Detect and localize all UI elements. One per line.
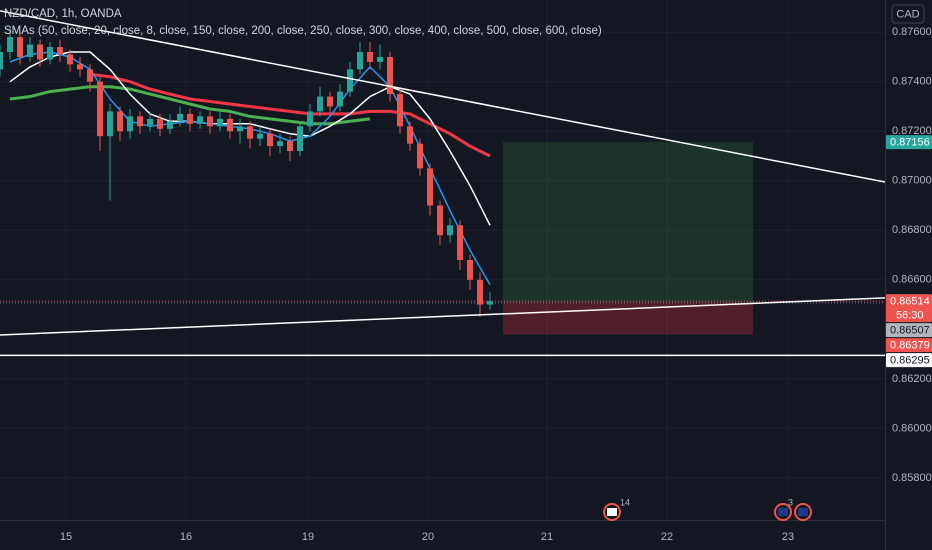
candle-body [227, 118, 233, 132]
plot-area [0, 0, 885, 520]
trendline [0, 297, 885, 336]
candle-body [487, 301, 493, 305]
candle-body [77, 64, 83, 70]
candle-body [127, 116, 133, 132]
candle-body [337, 91, 343, 107]
candle-body [387, 56, 393, 95]
y-tick-label: 0.85800 [892, 472, 932, 484]
event-marker[interactable]: 14 [603, 497, 630, 521]
candle-body [377, 56, 383, 62]
candle-body [357, 52, 363, 70]
x-tick-label: 15 [60, 531, 72, 543]
candle-body [17, 37, 23, 57]
candle-body [237, 126, 243, 132]
countdown: 56:30 [896, 310, 924, 322]
event-count: 3 [788, 497, 793, 507]
candle-body [47, 47, 53, 60]
x-tick-label: 21 [541, 531, 553, 543]
candle-body [147, 118, 153, 127]
price-tag-label: 0.87156 [890, 137, 930, 149]
event-marker[interactable]: 3 [774, 497, 812, 521]
price-tag-label: 0.86295 [890, 355, 930, 367]
candle-body [327, 96, 333, 107]
y-tick-label: 0.86000 [892, 422, 932, 434]
currency-label[interactable]: CAD [896, 8, 919, 20]
candle-body [97, 81, 103, 137]
price-tag [886, 338, 932, 353]
y-tick-label: 0.86800 [892, 224, 932, 236]
x-tick-label: 16 [180, 531, 192, 543]
x-tick-label: 22 [661, 531, 673, 543]
y-tick-label: 0.87600 [892, 26, 932, 38]
candle-body [197, 116, 203, 124]
candle-body [297, 126, 303, 152]
candle-body [7, 37, 13, 52]
candle-body [457, 225, 463, 260]
candle-body [307, 111, 313, 127]
candle-body [107, 111, 113, 137]
flag [798, 508, 808, 516]
y-tick-label: 0.87200 [892, 125, 932, 137]
x-tick-label: 23 [782, 531, 794, 543]
x-tick-label: 20 [422, 531, 434, 543]
candle-body [447, 225, 453, 236]
candle-body [317, 96, 323, 112]
y-tick-label: 0.87400 [892, 76, 932, 88]
y-tick-label: 0.87000 [892, 175, 932, 187]
candle-body [117, 111, 123, 132]
symbol-title: NZD/CAD, 1h, OANDA [4, 8, 122, 20]
price-tag-label: 0.86514 [890, 296, 930, 308]
price-tag [886, 294, 932, 323]
candle-body [67, 54, 73, 65]
flag [607, 508, 617, 516]
candle-body [167, 121, 173, 129]
sma-line [89, 72, 491, 158]
candle-body [267, 133, 273, 147]
candle-body [347, 69, 353, 92]
flag [778, 508, 788, 516]
candle-body [247, 126, 253, 139]
price-tag-label: 0.86379 [890, 340, 930, 352]
candle-body [417, 143, 423, 169]
indicator-legend: SMAs (50, close, 20, close, 8, close, 15… [4, 25, 602, 37]
candle-body [137, 116, 143, 127]
candle-body [57, 47, 63, 55]
candle-body [287, 141, 293, 152]
candle-body [407, 126, 413, 144]
candle-body [37, 44, 43, 60]
price-tag [886, 323, 932, 338]
candle-body [427, 168, 433, 206]
trendline [0, 10, 885, 183]
price-tag-label: 0.86507 [890, 325, 930, 337]
x-tick-label: 19 [302, 531, 314, 543]
y-tick-label: 0.86200 [892, 373, 932, 385]
candle-body [187, 113, 193, 124]
target-zone [503, 142, 753, 303]
candle-body [207, 116, 213, 127]
candle-body [467, 260, 473, 280]
candle-body [257, 133, 263, 139]
candle-body [217, 118, 223, 127]
candle-body [87, 69, 93, 82]
currency-button[interactable] [891, 4, 925, 24]
candle-body [277, 141, 283, 147]
candle-body [397, 94, 403, 127]
candle-body [27, 44, 33, 57]
price-tag [886, 135, 932, 150]
candle-body [0, 52, 3, 70]
price-tag [886, 353, 932, 368]
candle-body [157, 118, 163, 129]
candle-body [437, 205, 443, 236]
event-count: 14 [620, 497, 630, 507]
candle-body [477, 279, 483, 305]
candle-body [367, 52, 373, 62]
stop-zone [503, 302, 753, 335]
candle-body [177, 113, 183, 122]
y-tick-label: 0.86600 [892, 274, 932, 286]
